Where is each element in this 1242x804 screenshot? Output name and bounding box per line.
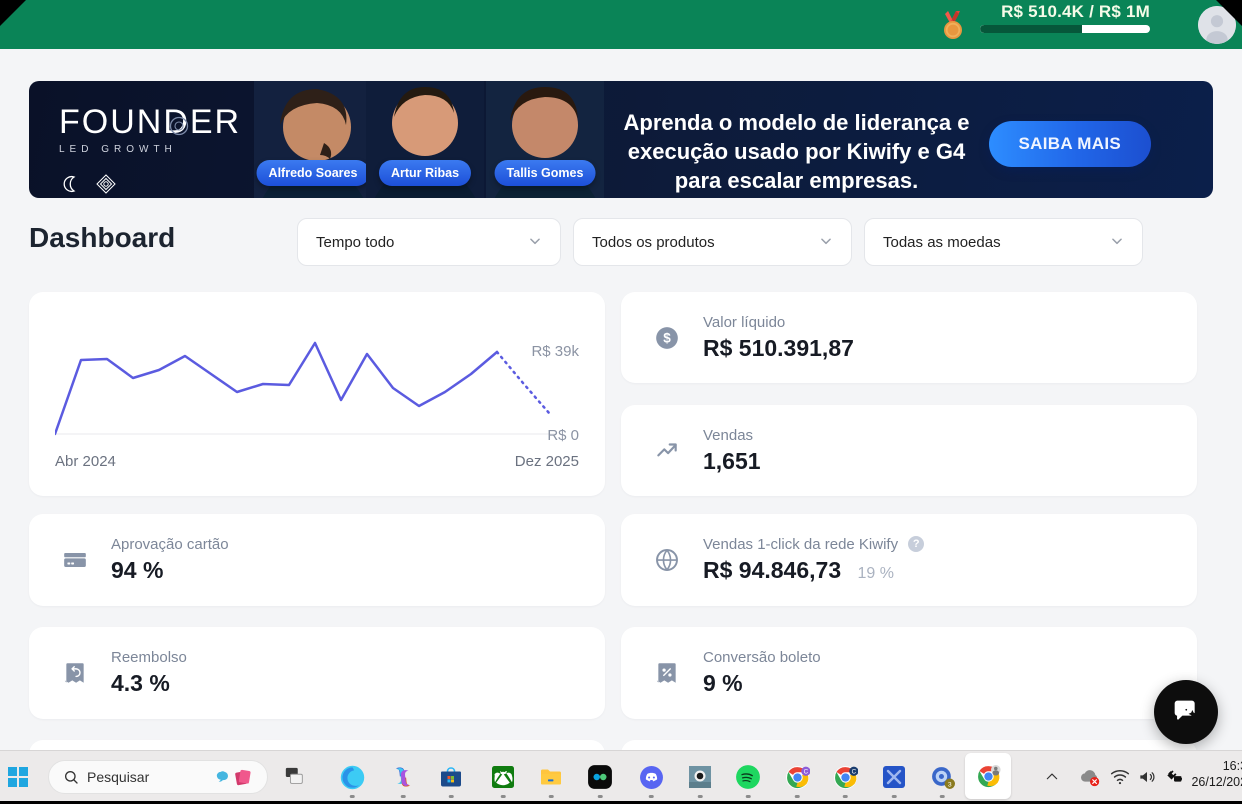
svg-text:Abr 2024: Abr 2024 <box>55 453 116 470</box>
svg-text:R$ 0: R$ 0 <box>547 427 579 444</box>
svg-text:$: $ <box>663 330 671 345</box>
svg-text:Dez 2025: Dez 2025 <box>515 453 579 470</box>
svg-text:3: 3 <box>947 781 951 788</box>
svg-text:C: C <box>803 768 808 775</box>
svg-text:R$ 39k: R$ 39k <box>531 343 579 360</box>
svg-text:C: C <box>851 768 856 775</box>
